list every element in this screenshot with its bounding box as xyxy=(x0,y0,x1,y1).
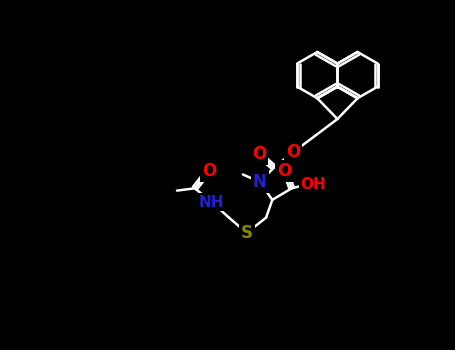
Text: OH: OH xyxy=(300,177,326,192)
Text: NH: NH xyxy=(199,195,225,210)
Text: O: O xyxy=(202,162,216,180)
Text: S: S xyxy=(241,224,253,242)
Text: O: O xyxy=(252,145,266,163)
Text: O: O xyxy=(286,143,300,161)
Text: N: N xyxy=(253,173,267,191)
Text: O: O xyxy=(277,162,291,180)
